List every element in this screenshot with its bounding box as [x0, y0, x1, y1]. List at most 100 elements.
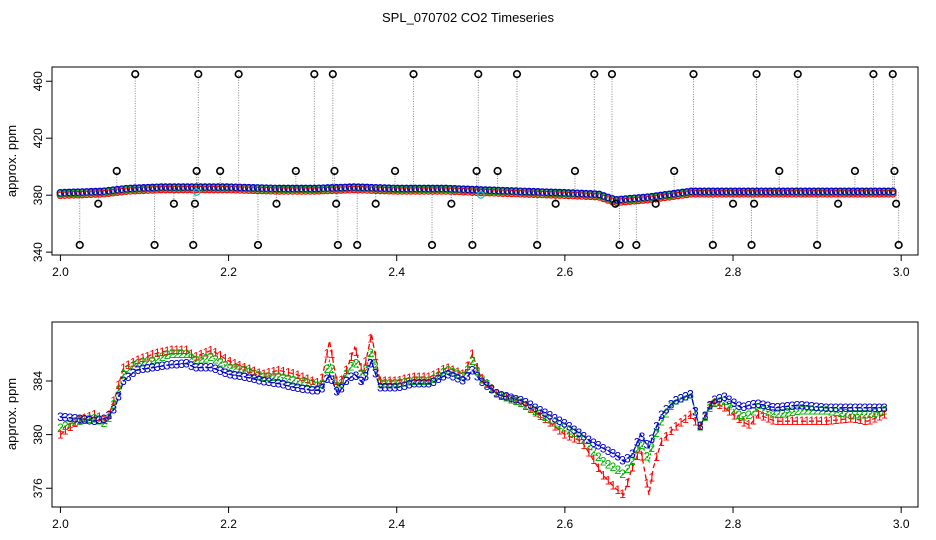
series-marker-3: 3	[101, 412, 108, 426]
top-vertical-lines	[79, 74, 900, 246]
series-marker-3: 3	[130, 366, 137, 380]
series-marker-3: 3	[411, 377, 418, 391]
series-marker-1: 1	[658, 435, 665, 449]
series-marker-3: 3	[115, 390, 122, 404]
series-marker-2: 2	[551, 415, 558, 429]
series-marker-1: 1	[275, 363, 282, 377]
series-marker-1: 1	[178, 343, 185, 357]
spike-point	[888, 70, 897, 79]
series-marker-1: 1	[241, 360, 248, 374]
series-marker-2: 2	[571, 426, 578, 440]
series-marker-2: 2	[479, 373, 486, 387]
series-marker-3: 3	[532, 401, 539, 415]
series-marker-3: 3	[547, 409, 554, 423]
series-marker-2: 2	[813, 403, 820, 417]
series-marker-1: 1	[367, 331, 374, 345]
series-marker-2: 2	[382, 377, 389, 391]
top-spike-points	[75, 70, 903, 250]
x-tick-label: 2.6	[557, 265, 574, 279]
series-marker-3: 3	[110, 403, 117, 417]
baseline-point-series-3	[674, 189, 682, 197]
series-marker-1: 1	[401, 372, 408, 386]
series-marker-1: 1	[455, 365, 462, 379]
series-marker-2: 2	[391, 377, 398, 391]
series-marker-2: 2	[299, 375, 306, 389]
spike-point	[590, 70, 599, 79]
baseline-point-series-3	[643, 193, 652, 201]
series-marker-3: 3	[614, 450, 621, 464]
series-marker-3: 3	[222, 366, 229, 380]
baseline-point-series-3	[648, 192, 656, 201]
series-marker-2: 2	[110, 398, 117, 412]
series-marker-2: 2	[731, 403, 738, 417]
series-marker-3: 3	[120, 374, 127, 388]
series-marker-1: 1	[561, 427, 568, 441]
series-marker-1: 1	[120, 361, 127, 375]
series-marker-1: 1	[72, 416, 79, 430]
spike-point	[894, 240, 903, 250]
series-marker-2: 2	[232, 362, 239, 376]
series-marker-3: 3	[527, 398, 534, 412]
series-marker-1: 1	[614, 483, 621, 497]
series-marker-2: 2	[81, 413, 88, 427]
series-marker-3: 3	[169, 358, 176, 372]
series-marker-1: 1	[183, 343, 190, 357]
series-marker-3: 3	[338, 382, 345, 396]
y-tick-label: 340	[31, 242, 45, 262]
series-marker-1: 1	[522, 399, 529, 413]
spike-point	[890, 166, 899, 176]
spike-point	[670, 166, 679, 176]
top-y-axis: 340 380 420 460	[31, 71, 52, 262]
x-tick-label: 2.8	[725, 517, 742, 531]
series-marker-2: 2	[328, 362, 335, 376]
series-line-2	[60, 347, 885, 476]
series-marker-3: 3	[416, 377, 423, 391]
series-marker-2: 2	[774, 407, 781, 421]
series-marker-3: 3	[285, 379, 292, 393]
series-marker-3: 3	[135, 363, 142, 377]
series-marker-3: 3	[391, 381, 398, 395]
series-marker-3: 3	[217, 364, 224, 378]
series-marker-2: 2	[406, 375, 413, 389]
series-marker-1: 1	[188, 347, 195, 361]
series-marker-1: 1	[173, 343, 180, 357]
x-tick-label: 2.0	[52, 265, 69, 279]
baseline-point-series-3	[621, 195, 630, 203]
series-marker-1: 1	[527, 402, 534, 416]
series-marker-3: 3	[270, 376, 277, 390]
series-marker-1: 1	[750, 414, 757, 428]
series-marker-3: 3	[421, 377, 428, 391]
series-marker-2: 2	[474, 364, 481, 378]
baseline-point-series-3	[630, 194, 639, 203]
series-marker-2: 2	[818, 403, 825, 417]
series-marker-2: 2	[401, 375, 408, 389]
series-marker-2: 2	[803, 403, 810, 417]
series-marker-2: 2	[663, 407, 670, 421]
series-marker-3: 3	[328, 373, 335, 387]
series-marker-2: 2	[440, 366, 447, 380]
series-marker-2: 2	[125, 363, 132, 377]
baseline-point-cyan	[476, 191, 485, 199]
spike-point	[615, 240, 624, 250]
x-tick-label: 3.0	[893, 517, 910, 531]
spike-point	[749, 199, 759, 208]
spike-point	[328, 70, 337, 79]
series-marker-2: 2	[794, 404, 801, 418]
x-tick-label: 2.8	[725, 265, 742, 279]
series-marker-1: 1	[411, 370, 418, 384]
series-marker-3: 3	[639, 430, 646, 444]
series-marker-1: 1	[76, 413, 83, 427]
spike-point	[474, 70, 483, 79]
series-marker-1: 1	[518, 396, 525, 410]
chart-title: SPL_070702 CO2 Timeseries	[382, 10, 554, 25]
series-marker-1: 1	[639, 449, 646, 463]
series-marker-3: 3	[750, 398, 757, 412]
series-marker-2: 2	[808, 403, 815, 417]
series-marker-1: 1	[149, 347, 156, 361]
series-marker-1: 1	[566, 429, 573, 443]
series-marker-2: 2	[154, 352, 161, 366]
series-marker-1: 1	[537, 409, 544, 423]
series-marker-3: 3	[455, 372, 462, 386]
series-marker-2: 2	[871, 406, 878, 420]
series-marker-1: 1	[110, 394, 117, 408]
